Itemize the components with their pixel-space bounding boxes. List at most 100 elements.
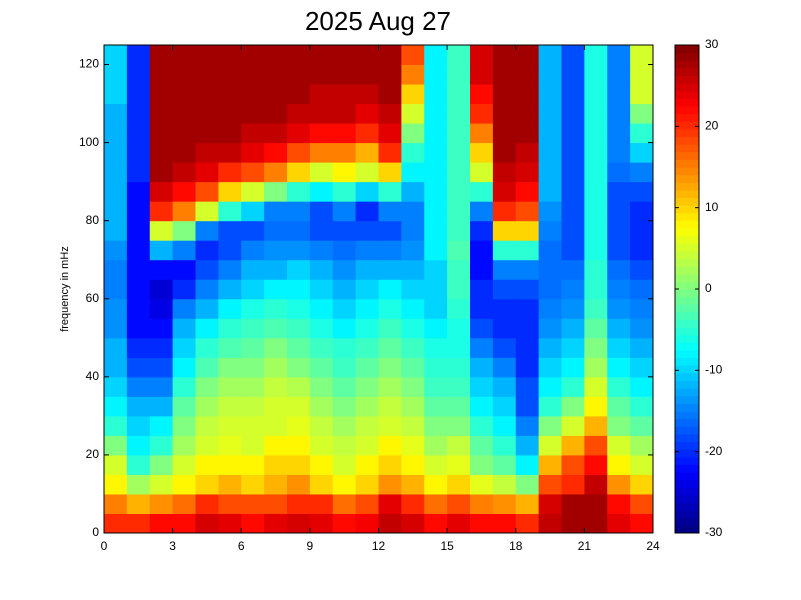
heatmap-cell bbox=[126, 84, 151, 105]
heatmap-cell bbox=[401, 220, 425, 241]
x-tick-label: 0 bbox=[101, 539, 108, 553]
heatmap-cell bbox=[309, 142, 334, 163]
heatmap-cell bbox=[607, 376, 631, 397]
colorbar-swatch bbox=[675, 365, 699, 374]
heatmap-cell bbox=[492, 181, 517, 202]
heatmap-cell bbox=[584, 454, 608, 475]
heatmap-cell bbox=[607, 84, 631, 105]
heatmap-cell bbox=[378, 435, 402, 456]
heatmap-cell bbox=[149, 396, 174, 417]
heatmap-cell bbox=[447, 162, 471, 183]
colorbar-swatch bbox=[675, 327, 699, 336]
heatmap-cell bbox=[332, 435, 357, 456]
heatmap-cell bbox=[218, 123, 242, 144]
heatmap-cell bbox=[264, 415, 288, 436]
colorbar-swatch bbox=[675, 418, 699, 427]
heatmap-cell bbox=[401, 181, 425, 202]
heatmap-cell bbox=[424, 376, 448, 397]
heatmap-cell bbox=[561, 220, 585, 241]
heatmap-cell bbox=[630, 84, 654, 105]
heatmap-cell bbox=[355, 493, 379, 514]
heatmap-cell bbox=[538, 337, 562, 358]
heatmap-cell bbox=[218, 181, 242, 202]
heatmap-cell bbox=[607, 240, 631, 261]
heatmap-cell bbox=[126, 259, 151, 280]
heatmap-cell bbox=[172, 376, 196, 397]
heatmap-cell bbox=[584, 240, 608, 261]
heatmap-cell bbox=[607, 142, 631, 163]
heatmap-cell bbox=[607, 220, 631, 241]
heatmap-cell bbox=[126, 474, 151, 495]
colorbar-swatch bbox=[675, 304, 699, 313]
heatmap-cell bbox=[538, 259, 562, 280]
heatmap-cell bbox=[470, 415, 494, 436]
heatmap-cell bbox=[195, 64, 219, 85]
heatmap-cell bbox=[264, 123, 288, 144]
heatmap-cell bbox=[492, 123, 517, 144]
heatmap-cell bbox=[492, 493, 517, 514]
heatmap-cell bbox=[538, 357, 562, 378]
heatmap-cell bbox=[264, 318, 288, 339]
heatmap-cell bbox=[630, 298, 654, 319]
heatmap-cell bbox=[104, 162, 128, 183]
heatmap-cell bbox=[126, 64, 151, 85]
heatmap-cell bbox=[332, 240, 357, 261]
heatmap-cell bbox=[538, 240, 562, 261]
heatmap-cell bbox=[515, 259, 540, 280]
heatmap-cell bbox=[630, 259, 654, 280]
heatmap-cell bbox=[447, 454, 471, 475]
heatmap-cell bbox=[447, 357, 471, 378]
heatmap-cell bbox=[584, 435, 608, 456]
heatmap-cell bbox=[515, 318, 540, 339]
heatmap-cell bbox=[355, 396, 379, 417]
heatmap-cell bbox=[149, 45, 174, 66]
heatmap-cell bbox=[630, 142, 654, 163]
heatmap-cell bbox=[355, 64, 379, 85]
heatmap-cell bbox=[241, 357, 265, 378]
heatmap-cell bbox=[104, 357, 128, 378]
heatmap-cell bbox=[287, 318, 311, 339]
heatmap-cell bbox=[104, 435, 128, 456]
heatmap-cell bbox=[264, 474, 288, 495]
heatmap-cell bbox=[309, 220, 334, 241]
colorbar-swatch bbox=[675, 296, 699, 305]
heatmap-cell bbox=[401, 279, 425, 300]
heatmap-cell bbox=[492, 513, 517, 534]
heatmap-cell bbox=[630, 240, 654, 261]
heatmap-cell bbox=[378, 396, 402, 417]
heatmap-cell bbox=[607, 493, 631, 514]
colorbar-swatch bbox=[675, 479, 699, 488]
colorbar-swatch bbox=[675, 456, 699, 465]
heatmap-cell bbox=[309, 64, 334, 85]
colorbar-swatch bbox=[675, 243, 699, 252]
heatmap-cell bbox=[172, 279, 196, 300]
heatmap-cell bbox=[264, 240, 288, 261]
heatmap-cell bbox=[401, 376, 425, 397]
heatmap-cell bbox=[172, 103, 196, 124]
heatmap-cell bbox=[424, 201, 448, 222]
heatmap-cell bbox=[287, 142, 311, 163]
heatmap-cell bbox=[355, 259, 379, 280]
heatmap-cell bbox=[424, 103, 448, 124]
heatmap-cell bbox=[309, 396, 334, 417]
heatmap-cell bbox=[218, 337, 242, 358]
heatmap-cell bbox=[287, 493, 311, 514]
colorbar-swatch bbox=[675, 464, 699, 473]
heatmap-cell bbox=[492, 415, 517, 436]
heatmap-cell bbox=[424, 454, 448, 475]
heatmap-cell bbox=[492, 337, 517, 358]
colorbar-swatch bbox=[675, 174, 699, 183]
heatmap-cell bbox=[218, 435, 242, 456]
heatmap-cell bbox=[126, 513, 151, 534]
heatmap-cell bbox=[378, 357, 402, 378]
colorbar-swatch bbox=[675, 372, 699, 381]
colorbar-swatch bbox=[675, 403, 699, 412]
heatmap-cell bbox=[492, 396, 517, 417]
heatmap-cell bbox=[492, 454, 517, 475]
colorbar-swatch bbox=[675, 426, 699, 435]
heatmap-cell bbox=[332, 493, 357, 514]
heatmap-cell bbox=[515, 493, 540, 514]
heatmap-cell bbox=[561, 435, 585, 456]
colorbar-swatch bbox=[675, 258, 699, 267]
heatmap-cell bbox=[584, 64, 608, 85]
